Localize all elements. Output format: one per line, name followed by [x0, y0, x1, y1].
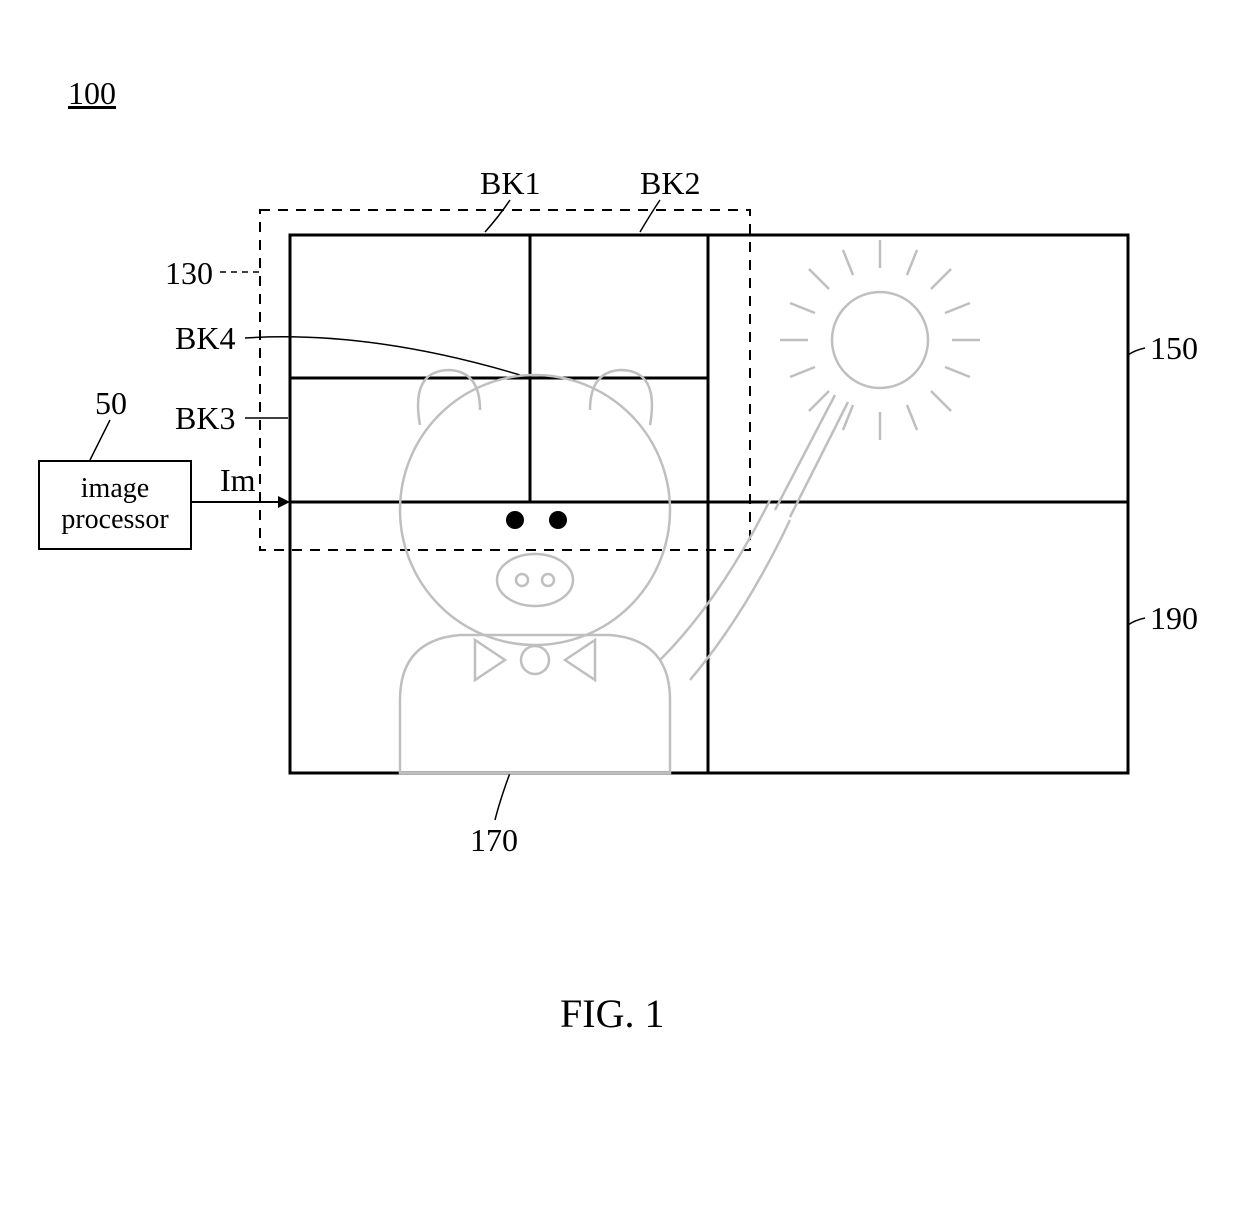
leader-190 — [1128, 618, 1145, 625]
figure-canvas: 100 50 BK1 BK2 130 BK4 BK3 Im 150 190 17… — [0, 0, 1240, 1213]
leader-bk1 — [485, 200, 510, 232]
sun — [780, 240, 980, 440]
leader-bk4 — [245, 337, 520, 375]
leader-bk2 — [640, 200, 660, 232]
eye-right — [549, 511, 567, 529]
eye-left — [506, 511, 524, 529]
cartoon-character — [400, 370, 848, 773]
dashed-box-130 — [260, 210, 750, 550]
leader-150 — [1128, 348, 1145, 355]
leader-170 — [495, 773, 510, 820]
leader-50 — [90, 420, 110, 460]
diagram-svg — [0, 0, 1240, 1213]
signal-arrow-head — [278, 496, 290, 508]
